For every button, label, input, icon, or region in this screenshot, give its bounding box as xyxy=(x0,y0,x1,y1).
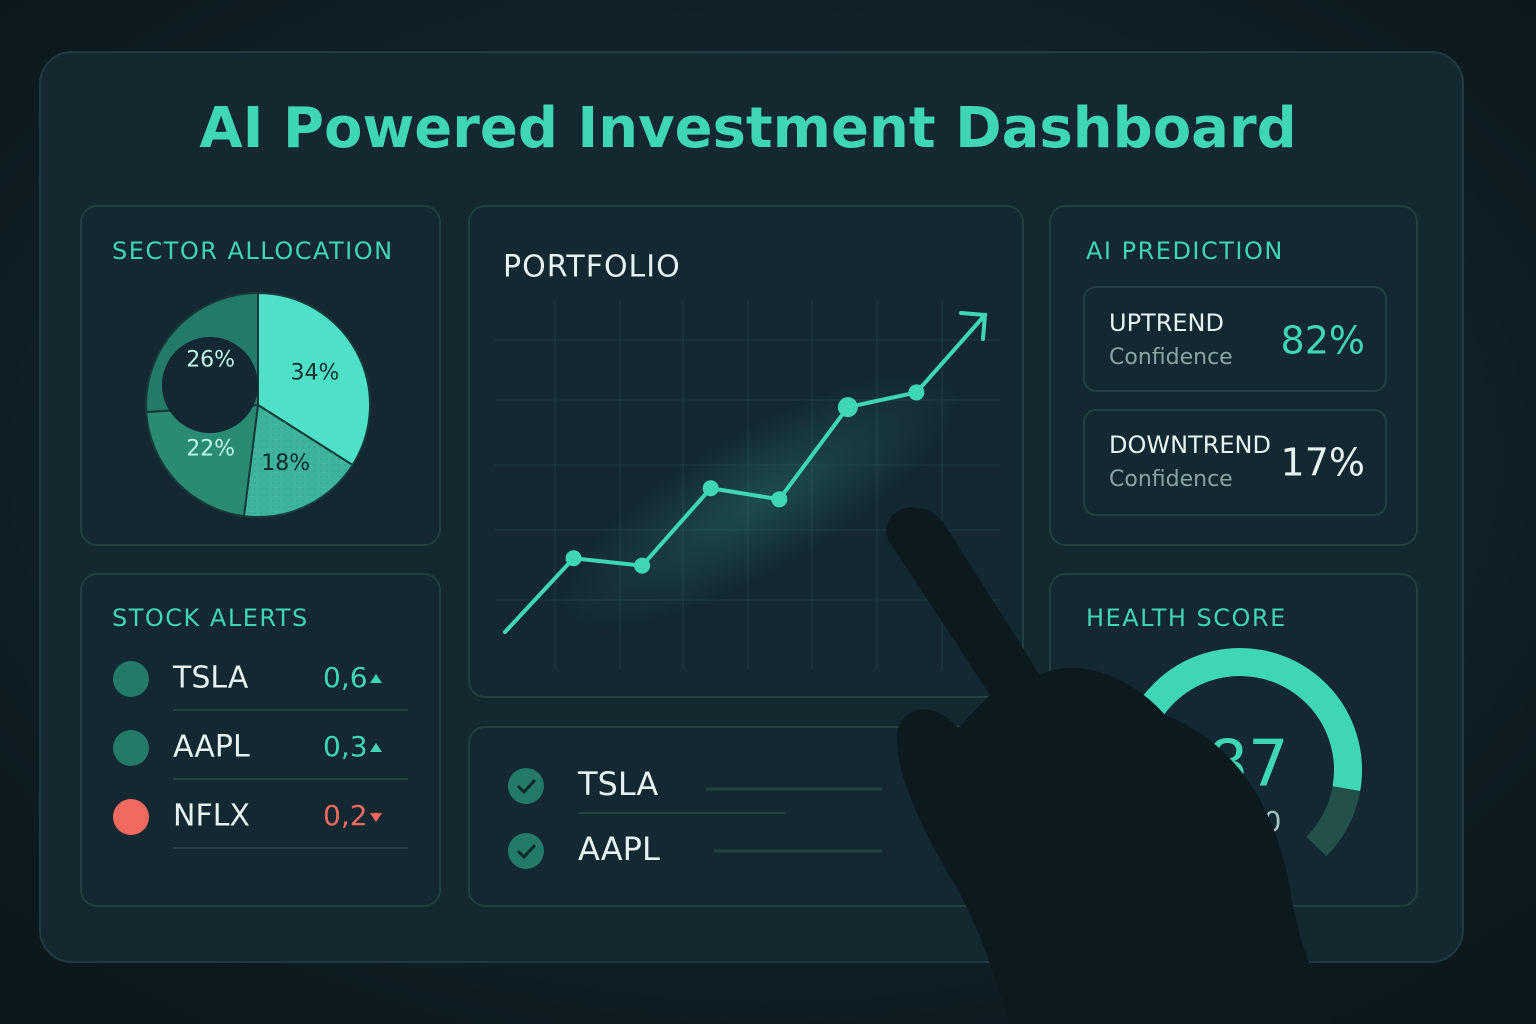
alert-change: 0,3 xyxy=(323,730,368,763)
portfolio-point xyxy=(634,557,651,574)
portfolio-point xyxy=(908,384,925,401)
watchlist-ticker: AAPL xyxy=(578,830,660,868)
alerts-card xyxy=(80,573,441,907)
card-title: PORTFOLIO xyxy=(503,250,681,285)
pie-label: 22% xyxy=(186,436,235,461)
alert-ticker: AAPL xyxy=(173,730,250,765)
alert-dot xyxy=(113,730,149,766)
alert-arrow xyxy=(370,813,382,822)
check-mark xyxy=(516,843,537,860)
prediction-sublabel: Confidence xyxy=(1109,467,1233,492)
prediction-value: 82% xyxy=(1281,319,1365,363)
alert-ticker: TSLA xyxy=(172,661,249,696)
alert-change: 0,2 xyxy=(323,799,368,832)
portfolio-point xyxy=(565,550,582,567)
prediction-value: 17% xyxy=(1281,441,1365,485)
prediction-sublabel: Confidence xyxy=(1109,345,1233,370)
alert-arrow xyxy=(370,743,382,752)
check-circle xyxy=(508,833,544,869)
portfolio-point xyxy=(702,480,719,497)
prediction-label: UPTREND xyxy=(1109,309,1224,337)
pie-slice xyxy=(145,403,260,518)
arrow-head xyxy=(959,311,988,341)
alert-ticker: NFLX xyxy=(173,799,250,834)
hand-silhouette xyxy=(886,507,1335,1024)
portfolio-point xyxy=(771,491,788,508)
prediction-box xyxy=(1083,409,1387,516)
watchlist-ticker: TSLA xyxy=(577,765,658,803)
alert-dot xyxy=(113,661,149,697)
check-circle xyxy=(508,768,544,804)
pie-label: 34% xyxy=(290,361,339,386)
alert-change: 0,6 xyxy=(323,661,368,694)
page-title: AI Powered Investment Dashboard xyxy=(199,96,1296,161)
check-mark xyxy=(516,778,537,795)
prediction-label: DOWNTREND xyxy=(1109,431,1271,459)
watchlist-decor xyxy=(578,787,882,853)
portfolio-line xyxy=(503,313,987,634)
alert-dot xyxy=(113,799,149,835)
alert-arrow xyxy=(370,674,382,683)
pie-texture xyxy=(243,405,353,517)
card-title: HEALTH SCORE xyxy=(1086,604,1287,632)
pie-label: 18% xyxy=(261,451,310,476)
portfolio-point xyxy=(837,397,858,418)
chart-glow xyxy=(557,370,963,630)
prediction-box xyxy=(1083,286,1387,392)
pie-label: 26% xyxy=(186,348,235,373)
card-title: AI PREDICTION xyxy=(1086,237,1284,265)
pie-hole xyxy=(162,337,258,433)
card-title: SECTOR ALLOCATION xyxy=(112,237,394,265)
card-title: STOCK ALERTS xyxy=(112,604,309,632)
